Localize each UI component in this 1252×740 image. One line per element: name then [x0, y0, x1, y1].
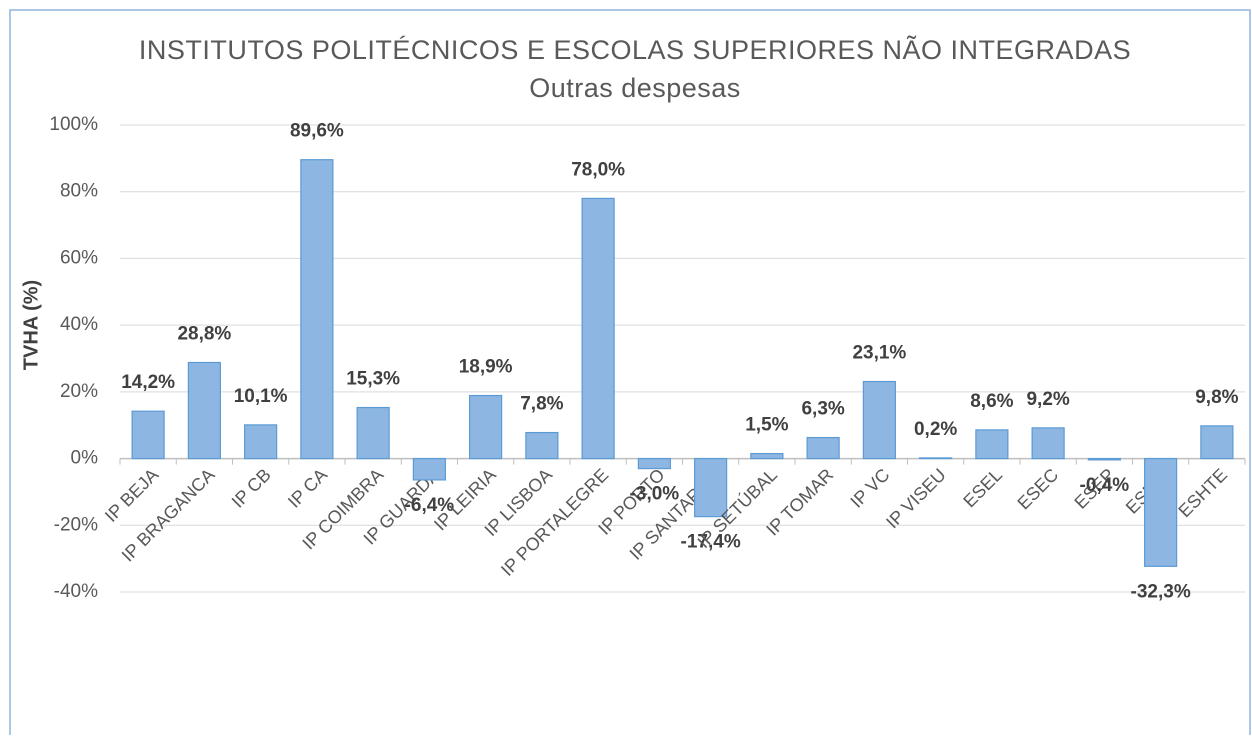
- bar: [581, 197, 615, 460]
- value-label: 7,8%: [520, 394, 563, 415]
- value-label: 9,8%: [1195, 387, 1238, 408]
- bar: [806, 436, 840, 460]
- y-tick-label: -40%: [54, 581, 98, 602]
- x-tick-label: IP PORTALEGRE: [497, 465, 612, 580]
- value-label: 15,3%: [346, 369, 400, 390]
- bar: [244, 424, 278, 460]
- bar: [469, 394, 503, 460]
- value-label: 23,1%: [852, 343, 906, 364]
- bar: [919, 457, 953, 460]
- value-label: -3,0%: [630, 484, 680, 505]
- bar: [300, 159, 334, 460]
- bar: [187, 361, 221, 460]
- y-tick-label: 100%: [49, 114, 98, 135]
- value-label: 1,5%: [745, 415, 788, 436]
- chart-subtitle: Outras despesas: [529, 73, 741, 103]
- value-label: 9,2%: [1026, 389, 1069, 410]
- x-tick-label: IP VISEU: [882, 465, 950, 533]
- bar: [356, 406, 390, 460]
- bar: [1087, 457, 1121, 461]
- chart-border: [9, 9, 1251, 740]
- bar: [412, 457, 446, 481]
- bar: [131, 410, 165, 460]
- x-tick-label: ESEC: [1013, 465, 1062, 514]
- y-axis-label: TVHA (%): [20, 280, 42, 370]
- value-label: 10,1%: [234, 386, 288, 407]
- bar: [1031, 427, 1065, 460]
- bar: [750, 452, 784, 460]
- value-label: 78,0%: [571, 159, 625, 180]
- x-tick-label: ESHTE: [1174, 465, 1231, 522]
- bar: [862, 380, 896, 460]
- value-label: -0,4%: [1080, 475, 1130, 496]
- x-tick-label: IP VC: [846, 465, 893, 512]
- value-label: -17,4%: [681, 532, 741, 553]
- value-label: 14,2%: [121, 372, 175, 393]
- bar: [975, 429, 1009, 460]
- value-label: 89,6%: [290, 121, 344, 142]
- value-label: 8,6%: [970, 391, 1013, 412]
- bar: [694, 457, 728, 518]
- y-tick-label: 80%: [60, 181, 98, 202]
- y-tick-label: 20%: [60, 381, 98, 402]
- bar: [1200, 425, 1234, 460]
- value-label: -6,4%: [405, 495, 455, 516]
- value-label: 18,9%: [459, 357, 513, 378]
- value-label: -32,3%: [1131, 581, 1191, 602]
- value-label: 6,3%: [801, 399, 844, 420]
- y-tick-label: -20%: [54, 514, 98, 535]
- bar: [637, 457, 671, 470]
- value-label: 28,8%: [177, 324, 231, 345]
- value-label: 0,2%: [914, 419, 957, 440]
- y-tick-label: 0%: [71, 448, 99, 469]
- bar: [1144, 457, 1178, 567]
- bar: [525, 431, 559, 460]
- y-tick-label: 40%: [60, 314, 98, 335]
- x-tick-label: IP CB: [228, 465, 275, 512]
- chart-title: INSTITUTOS POLITÉCNICOS E ESCOLAS SUPERI…: [139, 34, 1131, 65]
- y-tick-label: 60%: [60, 247, 98, 268]
- x-tick-label: IP CA: [284, 465, 331, 512]
- x-tick-label: ESEL: [959, 465, 1006, 512]
